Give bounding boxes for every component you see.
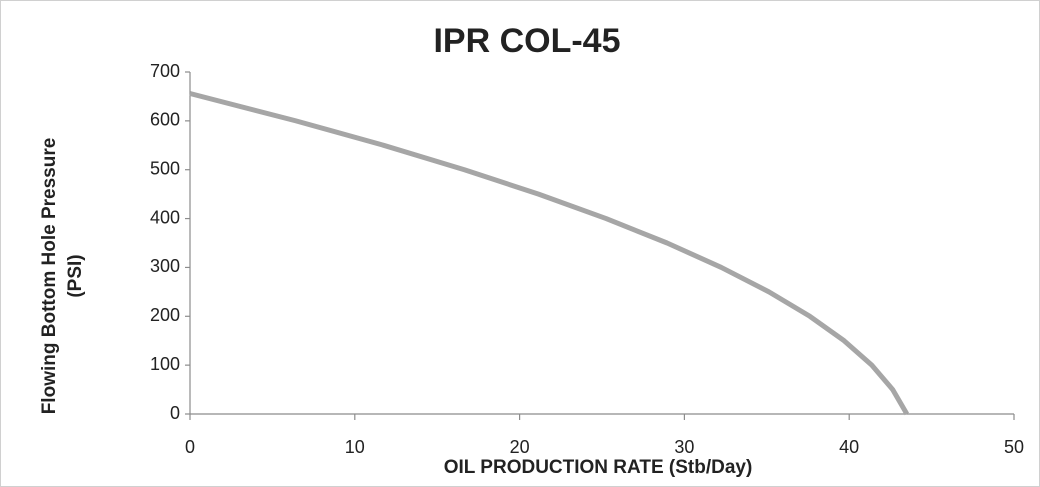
x-tick-label: 0 (185, 437, 195, 457)
y-tick-label: 300 (150, 256, 180, 276)
y-tick-label: 600 (150, 110, 180, 130)
y-axis-label: Flowing Bottom Hole Pressure (39, 138, 60, 415)
y-tick-label: 100 (150, 354, 180, 374)
series-line (189, 91, 910, 416)
x-tick-label: 30 (674, 437, 694, 457)
chart-title: IPR COL-45 (433, 22, 620, 60)
y-tick-label: 200 (150, 305, 180, 325)
x-tick-label: 20 (510, 437, 530, 457)
y-tick-label: 0 (170, 403, 180, 423)
y-axis-label: (PSI) (65, 254, 86, 297)
x-tick-label: 50 (1004, 437, 1024, 457)
x-tick-label: 10 (345, 437, 365, 457)
x-axis-label: OIL PRODUCTION RATE (Stb/Day) (444, 457, 753, 478)
x-tick-label: 40 (839, 437, 859, 457)
y-tick-label: 400 (150, 207, 180, 227)
y-tick-label: 700 (150, 61, 180, 81)
y-tick-label: 500 (150, 158, 180, 178)
